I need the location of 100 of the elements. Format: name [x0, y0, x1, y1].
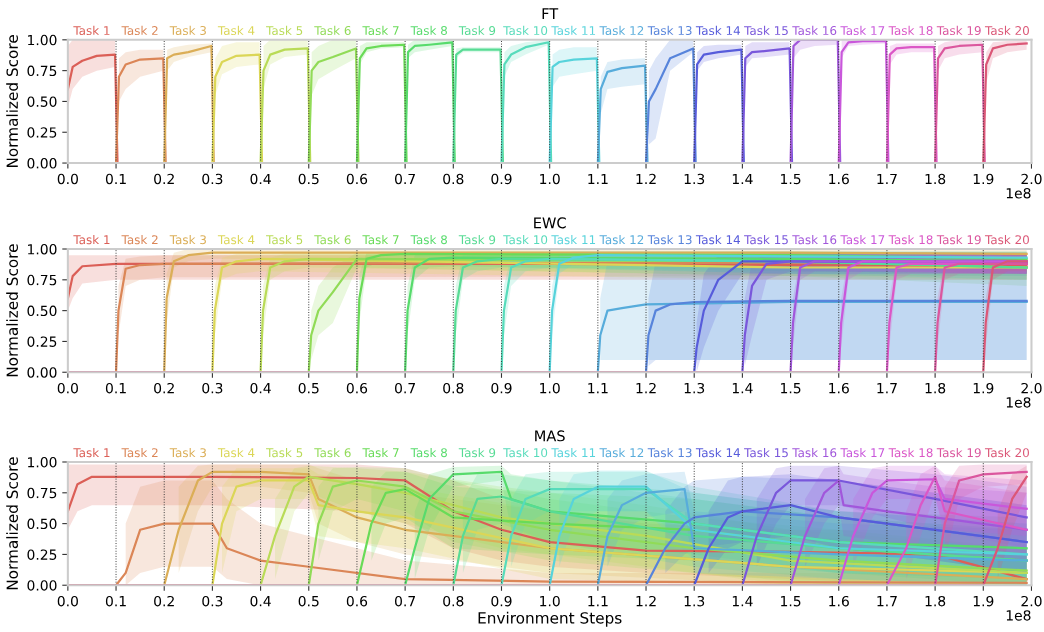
y-tick-label: 0.75	[27, 274, 57, 286]
x-tick-label: 0.5	[298, 173, 319, 185]
x-tick-label: 0.4	[250, 173, 271, 185]
x-tick-label: 1.6	[829, 173, 849, 185]
x-tick-label: 1.1	[588, 596, 608, 607]
y-tick-label: 0.50	[27, 96, 57, 107]
series-label: Task 17	[840, 234, 885, 245]
chart-title: MAS	[535, 430, 565, 442]
series-label: Task 19	[936, 25, 981, 36]
text: Task 2	[121, 447, 158, 458]
x-tick-label: 0.0	[57, 173, 78, 185]
series-label: Task 7	[362, 234, 399, 245]
series-label: Task 17	[840, 447, 885, 458]
x-tick-label: 1.3	[684, 382, 705, 394]
x-tick-label: 0.2	[154, 595, 174, 607]
series-label: Task 10	[503, 234, 548, 245]
x-tick-label: 0.3	[202, 595, 223, 607]
text: 1e8	[1006, 610, 1031, 621]
x-tick-label: 1.3	[684, 173, 705, 185]
series-label: Task 20	[984, 447, 1029, 458]
text: Task 4	[217, 447, 255, 458]
y-tick-label: 0.75	[27, 65, 57, 77]
x-tick-label: 0.9	[491, 595, 512, 607]
x-tick-label: 0.7	[395, 382, 415, 394]
series-label: Task 10	[503, 25, 548, 36]
y-tick-label: 0.00	[27, 158, 57, 169]
y-tick-label: 0.75	[27, 487, 57, 499]
x-tick-label: 0.1	[105, 595, 126, 607]
series-label: Task 16	[792, 25, 837, 36]
y-tick-label: 0.00	[27, 367, 57, 378]
series-label: Task 3	[169, 25, 206, 36]
x-tick-label: 0.2	[154, 382, 174, 394]
series-label: Task 1	[73, 25, 110, 36]
series-label: Task 5	[266, 447, 303, 458]
x-tick-label: 1.2	[636, 595, 656, 607]
series-label: Task 20	[984, 25, 1029, 36]
x-tick-label: 1.4	[732, 173, 753, 185]
y-tick-label: 1.00	[28, 34, 57, 46]
x-tick-label: 1.7	[877, 596, 897, 607]
x-tick-label: 0.0	[57, 595, 78, 607]
series-label: Task 6	[314, 234, 351, 245]
x-tick-label: 1.5	[781, 383, 801, 394]
x-tick-label: 1.1	[588, 383, 608, 394]
x-tick-label: 1.5	[781, 173, 801, 185]
y-axis-title: Normalized Score	[6, 457, 18, 590]
x-tick-label: 0.9	[491, 173, 512, 185]
y-tick-label: 0.00	[27, 580, 57, 591]
y-tick-label: 0.25	[27, 549, 57, 560]
x-tick-label: 0.0	[57, 382, 78, 394]
series-label: Task 18	[888, 447, 933, 458]
x-tick-label: 1.8	[925, 595, 946, 607]
x-tick-label: 2.0	[1021, 173, 1042, 185]
x-tick-label: 0.7	[395, 595, 415, 607]
chart-title: EWC	[534, 217, 566, 229]
series-label: Task 17	[840, 25, 885, 36]
x-tick-label: 1.1	[588, 173, 608, 185]
x-tick-label: 2.0	[1021, 595, 1042, 607]
x-tick-label: 1.7	[877, 383, 897, 394]
x-tick-label: 1.5	[781, 596, 801, 607]
text: Task 11	[551, 447, 596, 458]
x-tick-label: 0.6	[346, 595, 368, 607]
series-label: Task 15	[744, 25, 788, 36]
x-tick-label: 0.1	[105, 173, 126, 185]
x-tick-label: 0.7	[395, 173, 415, 185]
text: Task 6	[314, 447, 351, 458]
y-tick-label: 0.50	[27, 518, 57, 530]
series-label: Task 5	[266, 234, 303, 245]
text: Task 12	[599, 447, 644, 458]
x-tick-label: 1.9	[973, 595, 994, 607]
x-tick-label: 1.4	[732, 383, 753, 394]
y-tick-label: 0.25	[27, 127, 57, 138]
series-label: Task 20	[984, 234, 1029, 245]
series-label: Task 8	[410, 447, 447, 458]
x-tick-label: 0.8	[443, 382, 464, 394]
text: Task 14	[695, 447, 741, 458]
x-tick-label: 1.4	[732, 596, 753, 607]
x-tick-label: 1.7	[877, 173, 897, 185]
series-label: Task 1	[73, 447, 110, 458]
x-tick-label: 0.5	[298, 382, 319, 394]
y-tick-label: 0.25	[27, 336, 57, 347]
x-tick-label: 1.8	[925, 382, 946, 394]
series-label: Task 6	[314, 25, 351, 36]
x-tick-label: 1.0	[540, 595, 560, 607]
series-label: Task 9	[458, 234, 496, 245]
series-label: Task 15	[744, 447, 788, 458]
x-tick-label: 0.6	[346, 382, 368, 394]
x-tick-label: 0.2	[154, 173, 174, 185]
x-tick-label: 1.9	[973, 382, 994, 394]
series-label: Task 5	[266, 25, 303, 36]
x-tick-label: 2.0	[1021, 382, 1042, 394]
y-axis-title: Normalized Score	[6, 244, 18, 377]
text: 1e8	[1006, 187, 1031, 199]
series-label: Task 11	[551, 234, 596, 245]
x-tick-label: 1.6	[829, 595, 849, 607]
series-label: Task 18	[888, 234, 933, 245]
x-axis-title: Environment Steps	[478, 611, 622, 627]
series-label: Task 9	[458, 25, 496, 36]
text: Task 12	[599, 234, 644, 245]
x-tick-label: 0.4	[250, 595, 271, 607]
text: Task 12	[599, 25, 644, 36]
